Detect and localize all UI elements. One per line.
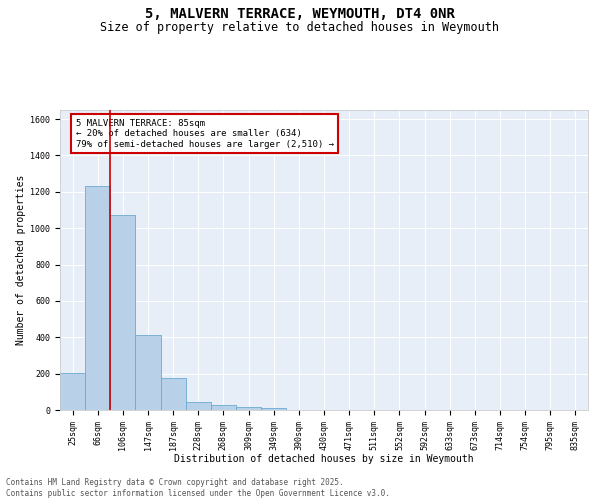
Text: 5, MALVERN TERRACE, WEYMOUTH, DT4 0NR: 5, MALVERN TERRACE, WEYMOUTH, DT4 0NR [145, 8, 455, 22]
X-axis label: Distribution of detached houses by size in Weymouth: Distribution of detached houses by size … [174, 454, 474, 464]
Bar [136, 334, 161, 410]
Y-axis label: Number of detached properties: Number of detached properties [16, 175, 26, 345]
Bar [60, 372, 85, 410]
Bar [110, 214, 136, 410]
Text: Contains HM Land Registry data © Crown copyright and database right 2025.
Contai: Contains HM Land Registry data © Crown c… [6, 478, 390, 498]
Text: 5 MALVERN TERRACE: 85sqm
← 20% of detached houses are smaller (634)
79% of semi-: 5 MALVERN TERRACE: 85sqm ← 20% of detach… [76, 119, 334, 149]
Bar [236, 408, 261, 410]
Bar [161, 378, 186, 410]
Bar [211, 406, 236, 410]
Bar [186, 402, 211, 410]
Bar [85, 186, 110, 410]
Bar [261, 408, 286, 410]
Text: Size of property relative to detached houses in Weymouth: Size of property relative to detached ho… [101, 22, 499, 35]
